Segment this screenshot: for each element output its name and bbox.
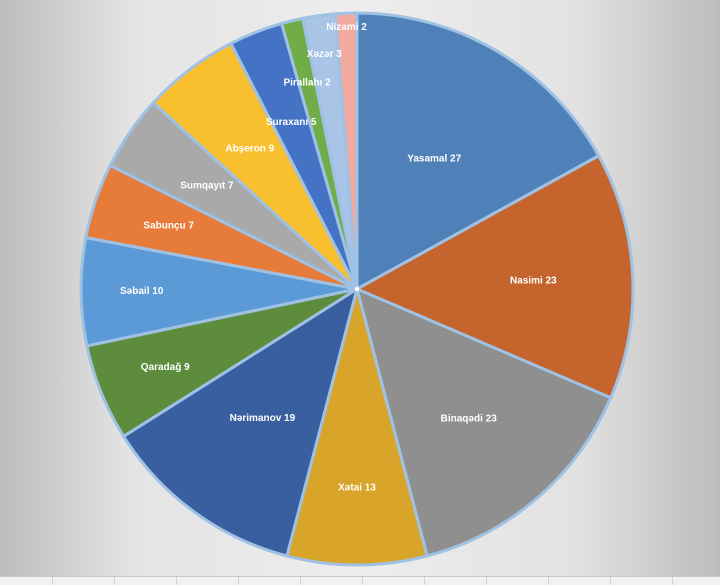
spreadsheet-gridline-strip [0,576,720,585]
pie-slice-binəqədi [354,286,613,558]
data-label-nizami: Nizami 2 [326,22,367,33]
data-label-binəqədi: Binaqədi 23 [441,414,498,425]
gridline-tick [176,577,177,585]
data-label-sabunçu: Sabunçu 7 [143,220,194,231]
data-label-xətai: Xətai 13 [338,483,376,494]
pie-slice-nərimanov [121,285,360,558]
gridline-tick [52,577,53,585]
pie-labels: Yasamal 27 Nasimi 23 Binaqədi 23 Xətai 13 Nə… [120,22,557,494]
pie-slice-xətai [285,283,429,567]
pie-slices [79,11,635,567]
data-label-suraxanı: Suraxanı 5 [266,117,317,128]
data-label-qaradağ: Qaradağ 9 [141,362,190,373]
data-label-pirallahı: Pirallahı 2 [283,77,331,88]
gridline-tick [486,577,487,585]
gridline-tick [114,577,115,585]
pie-slice-nizami [333,11,359,290]
data-label-sumqayıt: Sumqayıt 7 [180,181,234,192]
data-label-nərimanov: Nərimanov 19 [230,413,296,424]
gridline-tick [548,577,549,585]
gridline-tick [424,577,425,585]
gridline-tick [300,577,301,585]
data-label-abşeron: Abşeron 9 [225,144,274,155]
data-label-xəzər: Xəzər 3 [307,49,342,60]
gridline-tick [362,577,363,585]
pie-slice-nəsimi [353,153,635,400]
gridline-tick [610,577,611,585]
data-label-səbail: Səbail 10 [120,286,164,297]
pie-slice-yasamal [355,11,601,292]
data-label-yasamal: Yasamal 27 [407,153,461,164]
pie-center-dot [353,285,361,293]
data-label-nəsimi: Nasimi 23 [510,275,557,286]
gridline-tick [238,577,239,585]
gridline-tick [672,577,673,585]
